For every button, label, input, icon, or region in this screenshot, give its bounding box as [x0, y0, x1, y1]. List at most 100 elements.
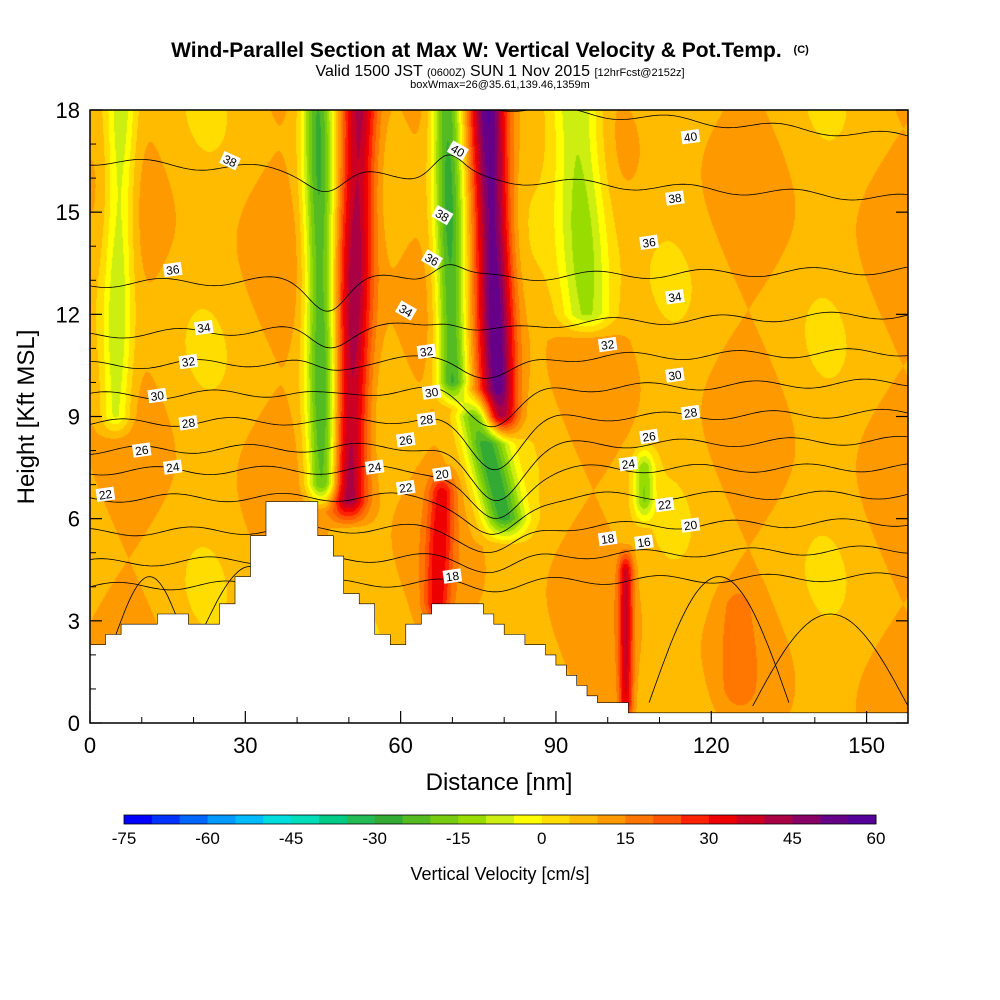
contour-label-bg: [639, 428, 659, 445]
x-tick-label: 0: [84, 733, 96, 758]
contour-labels: 16 18 18 20 20 22 22 22 24 24 24 26 26 26 28 28 28 30 30 30…: [95, 129, 701, 585]
theta-contour: [90, 490, 908, 535]
contour-label: 24: [618, 456, 639, 472]
colorbar-swatch: [346, 815, 376, 824]
contour-label-bg: [618, 456, 639, 472]
contour-label-text: 38: [221, 152, 239, 170]
chart-title: Wind-Parallel Section at Max W: Vertical…: [171, 39, 809, 62]
contour-label-bg: [680, 129, 701, 145]
theta-contour: [648, 576, 790, 703]
contour-label-bg: [639, 234, 659, 250]
colorbar-tick-label: 30: [699, 829, 718, 848]
contour-label-text: 32: [419, 344, 434, 360]
plot-area: 16 18 18 20 20 22 22 22 24 24 24 26 26 26 28 28 28 30 30 30…: [90, 110, 908, 723]
x-tick-label: 120: [693, 733, 730, 758]
contour-label-bg: [147, 387, 168, 404]
contour-label-text: 40: [448, 141, 467, 160]
contour-label-bg: [421, 384, 442, 400]
theta-contour: [90, 311, 908, 349]
contour-label: 22: [95, 486, 116, 503]
colorbar-tick-label: 15: [616, 829, 635, 848]
contour-label: 18: [442, 568, 463, 585]
colorbar-tick-label: -45: [279, 829, 304, 848]
x-tick-label: 30: [233, 733, 257, 758]
x-axis: 0 30 60 90 120 150: [84, 711, 885, 758]
colorbar-tick-label: -60: [195, 829, 220, 848]
contour-label-text: 30: [150, 388, 165, 404]
contour-label-text: 28: [181, 415, 196, 431]
theta-contour: [90, 518, 908, 553]
contour-label: 40: [446, 140, 469, 161]
subtitle-part-3: SUN 1 Nov 2015: [466, 63, 595, 80]
contour-label-bg: [431, 205, 454, 226]
contour-label: 30: [665, 367, 685, 383]
contour-label-bg: [665, 367, 685, 383]
contour-label: 36: [639, 234, 659, 251]
contour-label: 40: [680, 129, 701, 145]
contour-label-text: 38: [667, 191, 682, 207]
colorbar: -75 -60 -45 -30 -15 0 15 30 45 60: [112, 814, 886, 848]
colorbar-tick-label: 60: [867, 829, 886, 848]
colorbar-swatch: [318, 815, 348, 824]
colorbar-swatch: [458, 815, 487, 824]
contour-label: 34: [194, 319, 214, 336]
y-tick-label: 9: [68, 405, 80, 430]
contour-label-bg: [654, 496, 675, 513]
contour-label-text: 18: [445, 569, 460, 585]
contour-label-text: 24: [165, 460, 180, 476]
contour-label-text: 28: [419, 412, 434, 428]
contour-label: 20: [680, 517, 701, 533]
colorbar-swatch: [541, 815, 571, 824]
contour-label: 28: [178, 415, 199, 431]
x-tick-label: 150: [848, 733, 885, 758]
contour-label-bg: [597, 336, 618, 353]
colorbar-swatch: [820, 815, 849, 824]
colorbar-swatch: [235, 815, 264, 824]
contour-label: 20: [432, 466, 452, 482]
x-tick-label: 60: [388, 733, 412, 758]
theta-contour: [90, 378, 908, 428]
contour-label-bg: [395, 432, 416, 448]
contour-label-text: 24: [367, 460, 382, 476]
contour-label-bg: [665, 190, 685, 206]
contour-label-bg: [446, 140, 469, 161]
contour-label: 30: [421, 384, 442, 401]
contour-label: 32: [597, 336, 618, 353]
contour-label: 34: [665, 289, 685, 305]
contour-label-bg: [416, 343, 437, 359]
contour-label: 24: [162, 459, 183, 476]
contour-label-text: 32: [600, 337, 615, 353]
colorbar-swatch: [513, 815, 543, 824]
contour-label-bg: [131, 442, 152, 458]
chart-title-text: Wind-Parallel Section at Max W: Vertical…: [171, 39, 782, 62]
colorbar-tick-label: -15: [446, 829, 471, 848]
colorbar-tick-label: 45: [783, 829, 802, 848]
y-tick-label: 6: [68, 507, 80, 532]
y-tick-label: 15: [56, 200, 80, 225]
potential-temperature-contours: [90, 110, 908, 707]
contour-label: 36: [162, 261, 183, 278]
theta-contour: [115, 576, 184, 635]
contour-label: 22: [654, 496, 675, 513]
contour-label-bg: [634, 534, 654, 550]
colorbar-swatch: [736, 815, 766, 824]
contour-label: 24: [364, 459, 385, 476]
contour-label-text: 30: [424, 385, 439, 401]
contour-label-text: 16: [636, 535, 651, 551]
contour-label-text: 26: [398, 432, 413, 448]
colorbar-title: Vertical Velocity [cm/s]: [410, 864, 589, 884]
x-axis-label: Distance [nm]: [426, 769, 573, 796]
colorbar-frame: [123, 814, 877, 825]
contour-label-bg: [178, 353, 199, 370]
colorbar-tick-label: -75: [112, 829, 137, 848]
contour-label-bg: [395, 479, 416, 496]
contour-label-bg: [665, 289, 685, 305]
contour-label-text: 30: [667, 368, 682, 384]
colorbar-swatch: [124, 815, 153, 824]
colorbar-swatch: [792, 815, 821, 824]
contour-label-text: 26: [642, 429, 657, 445]
y-tick-label: 18: [56, 98, 80, 123]
contour-label-bg: [395, 300, 418, 321]
y-tick-label: 0: [68, 711, 80, 736]
y-tick-label: 3: [68, 609, 80, 634]
